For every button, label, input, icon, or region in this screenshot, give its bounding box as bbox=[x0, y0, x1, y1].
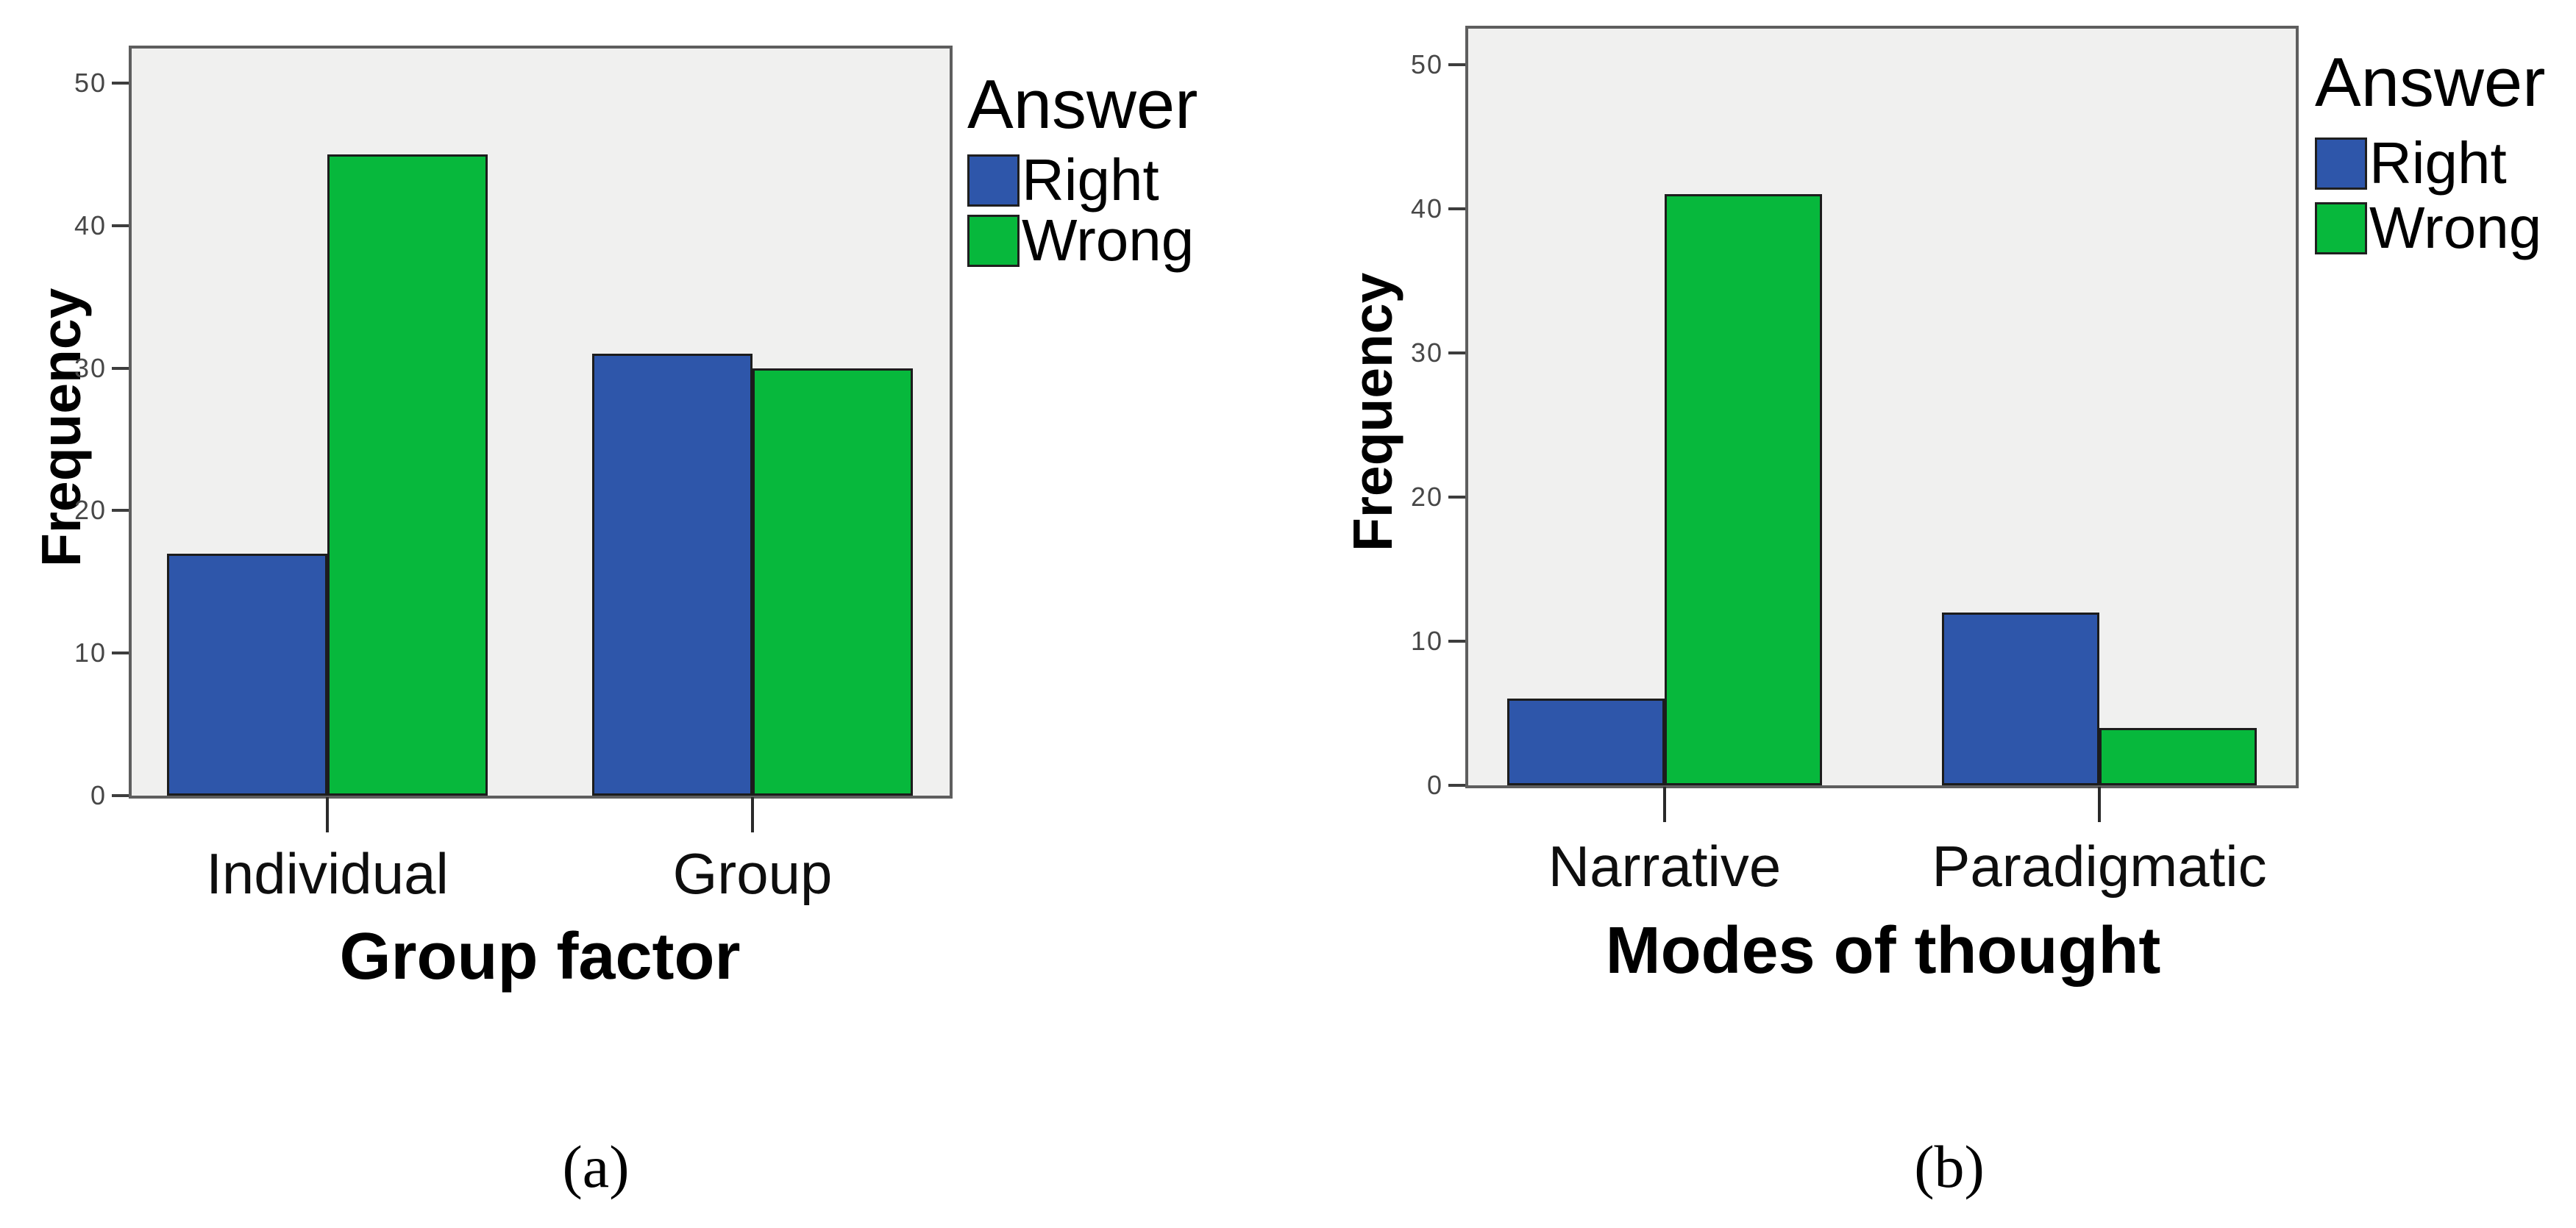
y-tick-mark-20 bbox=[1448, 496, 1465, 499]
bar-wrong-group bbox=[752, 368, 913, 796]
legend-entry-wrong: Wrong bbox=[2315, 199, 2541, 257]
legend-label: Right bbox=[2369, 130, 2507, 196]
y-tick-mark-0 bbox=[112, 794, 129, 797]
y-tick-mark-10 bbox=[112, 652, 129, 655]
legend-label: Wrong bbox=[2369, 195, 2542, 260]
y-tick-label-20: 20 bbox=[74, 495, 107, 526]
legend-swatch-right bbox=[2315, 137, 2367, 190]
x-tick-individual bbox=[326, 797, 329, 832]
y-tick-label-0: 0 bbox=[90, 780, 107, 810]
bar-wrong-narrative bbox=[1665, 194, 1822, 785]
x-axis-title: Modes of thought bbox=[1605, 914, 2161, 988]
y-tick-mark-40 bbox=[1448, 207, 1465, 210]
y-tick-mark-20 bbox=[112, 509, 129, 513]
y-tick-mark-40 bbox=[112, 224, 129, 227]
legend-label: Right bbox=[1022, 147, 1159, 213]
category-label-group: Group bbox=[672, 841, 833, 906]
x-tick-group bbox=[751, 797, 754, 832]
y-tick-mark-0 bbox=[1448, 784, 1465, 787]
legend: Answer Right Wrong bbox=[2315, 43, 2572, 257]
legend-title: Answer bbox=[2315, 43, 2546, 121]
y-tick-label-0: 0 bbox=[1426, 770, 1443, 800]
legend-swatch-right bbox=[967, 154, 1020, 207]
panel-caption: (b) bbox=[1914, 1133, 1985, 1200]
category-label-individual: Individual bbox=[206, 841, 449, 906]
y-tick-label-10: 10 bbox=[74, 638, 107, 668]
y-tick-label-40: 40 bbox=[1410, 193, 1443, 224]
y-tick-label-10: 10 bbox=[1410, 626, 1443, 656]
y-tick-mark-50 bbox=[1448, 63, 1465, 66]
plot-area bbox=[129, 46, 953, 799]
bar-wrong-individual bbox=[327, 154, 488, 796]
y-tick-mark-30 bbox=[112, 366, 129, 370]
y-tick-mark-50 bbox=[112, 82, 129, 85]
legend-swatch-wrong bbox=[967, 214, 1020, 267]
y-tick-label-30: 30 bbox=[74, 352, 107, 383]
bar-wrong-paradigmatic bbox=[2099, 728, 2257, 785]
legend: Answer Right Wrong bbox=[967, 65, 1284, 270]
legend-swatch-wrong bbox=[2315, 201, 2367, 254]
bar-right-paradigmatic bbox=[1942, 613, 2099, 785]
y-tick-label-30: 30 bbox=[1410, 338, 1443, 368]
bar-right-individual bbox=[167, 554, 327, 796]
panel-caption: (a) bbox=[562, 1133, 630, 1200]
y-tick-mark-10 bbox=[1448, 640, 1465, 643]
x-tick-paradigmatic bbox=[2098, 787, 2101, 822]
category-label-paradigmatic: Paradigmatic bbox=[1932, 834, 2267, 899]
y-tick-label-40: 40 bbox=[74, 210, 107, 240]
bar-right-group bbox=[592, 354, 752, 796]
bar-right-narrative bbox=[1507, 699, 1665, 785]
plot-area bbox=[1465, 26, 2299, 788]
y-tick-label-50: 50 bbox=[1410, 49, 1443, 79]
legend-label: Wrong bbox=[1022, 207, 1195, 273]
legend-title: Answer bbox=[967, 65, 1198, 143]
y-tick-label-50: 50 bbox=[74, 68, 107, 98]
legend-entry-right: Right bbox=[967, 151, 1159, 210]
legend-entry-wrong: Wrong bbox=[967, 211, 1194, 270]
y-tick-label-20: 20 bbox=[1410, 482, 1443, 512]
legend-entry-right: Right bbox=[2315, 134, 2507, 193]
y-tick-mark-30 bbox=[1448, 351, 1465, 354]
x-axis-title: Group factor bbox=[339, 920, 741, 993]
category-label-narrative: Narrative bbox=[1548, 834, 1782, 899]
x-tick-narrative bbox=[1663, 787, 1666, 822]
